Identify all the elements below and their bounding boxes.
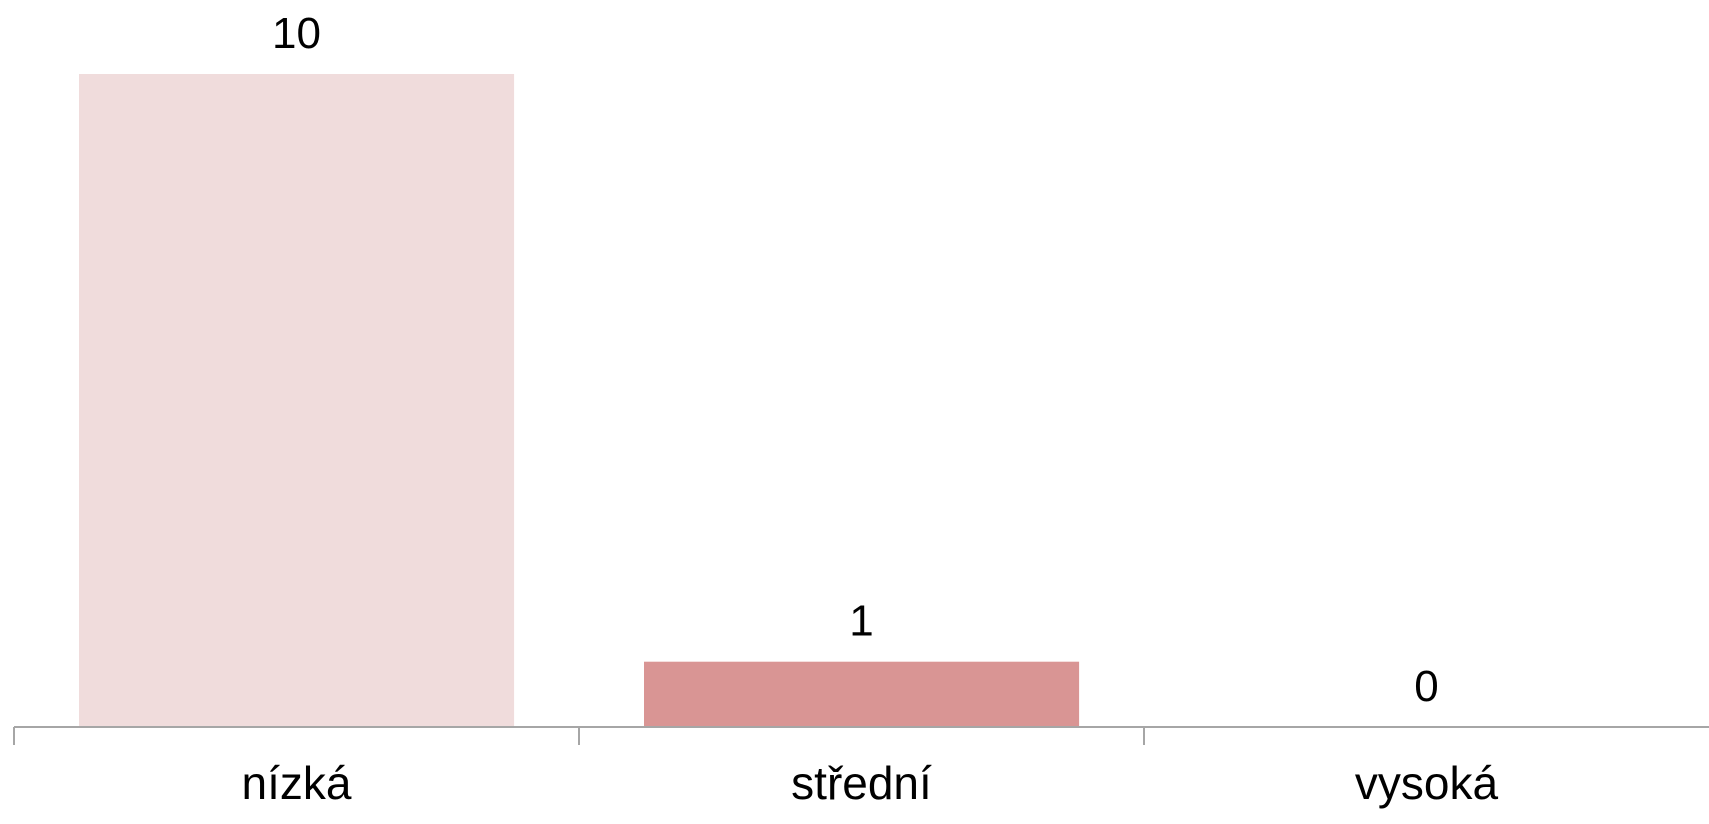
data-label-1: 10 <box>272 9 321 58</box>
data-label-2: 1 <box>849 597 873 646</box>
x-axis <box>13 726 1709 745</box>
bar-2 <box>644 661 1080 727</box>
x-tick-label-3: vysoká <box>1355 757 1499 809</box>
x-tick-labels-layer: nízká střední vysoká <box>242 757 1499 809</box>
data-label-3: 0 <box>1414 662 1438 711</box>
x-tick-label-2: střední <box>791 757 932 809</box>
bars-layer <box>79 74 1080 727</box>
bar-1 <box>79 74 515 727</box>
x-tick-label-1: nízká <box>242 757 352 809</box>
